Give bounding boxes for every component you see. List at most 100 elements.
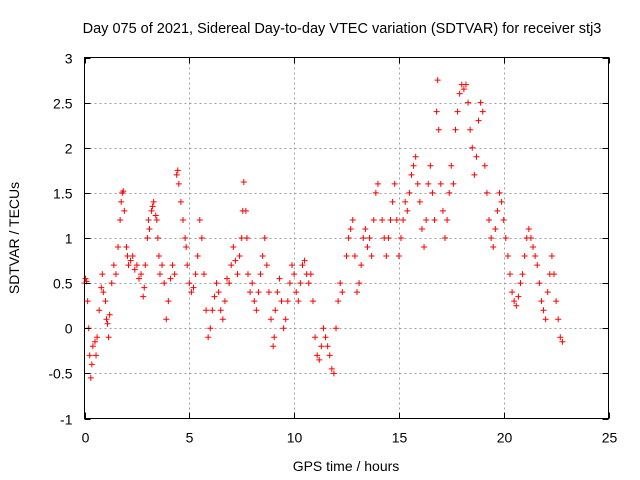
data-point [412, 153, 419, 160]
chart-title: Day 075 of 2021, Sidereal Day-to-day VTE… [83, 21, 602, 37]
data-point [312, 334, 319, 341]
y-tick-label: 1 [65, 231, 73, 247]
data-point [521, 253, 528, 260]
data-point [87, 374, 94, 381]
data-point [483, 189, 490, 196]
data-point [515, 293, 522, 300]
y-tick-label: 0 [65, 321, 73, 337]
data-point [347, 225, 354, 232]
data-point [326, 352, 333, 359]
data-point [337, 280, 344, 287]
data-point [362, 225, 369, 232]
data-point [271, 334, 278, 341]
data-point [322, 334, 329, 341]
data-point [249, 280, 256, 287]
data-point [171, 271, 178, 278]
data-point [431, 216, 438, 223]
data-point [205, 334, 212, 341]
data-point [527, 235, 534, 241]
data-point [165, 298, 172, 305]
data-point [330, 370, 337, 377]
data-point [174, 167, 181, 174]
x-tick-label: 0 [82, 430, 90, 446]
data-point [192, 271, 199, 278]
x-tick-label: 5 [186, 430, 194, 446]
data-point [251, 298, 258, 305]
data-point [167, 275, 174, 282]
data-point [525, 225, 532, 232]
data-point [519, 271, 526, 278]
y-axis-label: SDTVAR / TECUs [6, 182, 22, 294]
data-point [124, 253, 131, 260]
x-tick-label: 10 [287, 430, 303, 446]
data-point [207, 325, 214, 332]
data-point [232, 257, 239, 264]
data-point [88, 361, 95, 368]
data-points [81, 77, 566, 381]
data-point [182, 235, 189, 241]
data-point [492, 225, 499, 232]
data-point [513, 302, 520, 309]
data-point [242, 207, 249, 214]
data-point [148, 207, 155, 214]
data-point [276, 275, 283, 282]
data-point [234, 271, 241, 278]
data-point [286, 280, 293, 287]
data-point [190, 284, 197, 291]
data-point [103, 316, 110, 323]
data-point [293, 289, 300, 296]
data-point [509, 289, 516, 296]
data-point [364, 244, 371, 251]
data-point [291, 271, 298, 278]
data-point [385, 235, 392, 241]
x-tick-label: 25 [602, 430, 618, 446]
x-tick-label: 20 [497, 430, 513, 446]
data-point [297, 280, 304, 287]
data-point [244, 271, 251, 278]
x-tick-label: 15 [392, 430, 408, 446]
data-point [418, 225, 425, 232]
data-point [270, 343, 277, 350]
data-point [351, 253, 358, 260]
data-point [224, 275, 231, 282]
data-point [471, 171, 478, 178]
data-point [500, 216, 507, 223]
data-point [460, 86, 467, 93]
data-point [433, 108, 440, 115]
data-point [96, 307, 103, 314]
data-point [335, 298, 342, 305]
data-point [133, 262, 140, 269]
data-point [221, 298, 228, 305]
data-point [149, 203, 156, 210]
data-point [444, 216, 451, 223]
data-point [236, 253, 243, 260]
data-point [150, 198, 157, 205]
data-point [333, 325, 340, 332]
data-point [186, 280, 193, 287]
data-point [289, 262, 296, 269]
data-point [383, 253, 390, 260]
data-point [98, 284, 105, 291]
data-point [284, 298, 291, 305]
data-point [228, 262, 235, 269]
y-tick-label: 3 [65, 51, 73, 67]
data-point [295, 298, 302, 305]
data-point [488, 235, 495, 241]
data-point [307, 271, 314, 278]
data-point [423, 216, 430, 223]
data-point [100, 289, 107, 296]
data-point [416, 198, 423, 205]
data-point [324, 343, 331, 350]
y-tick-label: 2.5 [53, 96, 73, 112]
data-point [196, 216, 203, 223]
data-point [140, 293, 147, 300]
data-point [183, 244, 190, 251]
data-point [435, 126, 442, 133]
data-point [446, 189, 453, 196]
data-point [102, 298, 109, 305]
data-point [349, 216, 356, 223]
data-point [395, 253, 402, 260]
data-point [156, 271, 163, 278]
data-point [91, 338, 98, 345]
